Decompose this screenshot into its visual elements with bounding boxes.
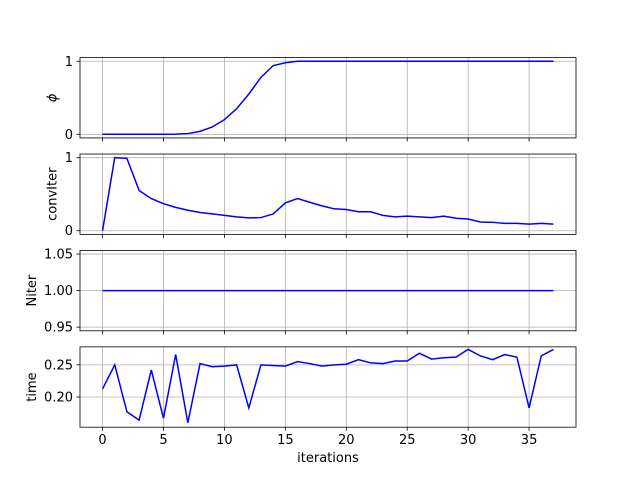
y-tick-label: 0.20 <box>44 390 73 405</box>
y-tick-label: 0.95 <box>44 321 73 336</box>
axes-frame <box>79 346 577 428</box>
y-tick-label: 0 <box>65 128 73 143</box>
axes-frame <box>79 153 577 235</box>
y-axis-label: convIter <box>46 167 61 221</box>
y-axis-label: ϕ <box>46 93 61 102</box>
x-tick-label: 35 <box>521 433 538 448</box>
y-tick-label: 1 <box>65 151 73 166</box>
x-tick-label: 5 <box>159 433 167 448</box>
subplot: 0.95 1.00 1.05 Niter <box>25 248 577 336</box>
subplot: 0 1 convIter <box>46 151 577 239</box>
x-tick-label: 15 <box>277 433 294 448</box>
x-tick-label: 30 <box>460 433 477 448</box>
data-line <box>101 348 554 423</box>
x-axis-label: iterations <box>297 451 359 466</box>
axes-frame <box>79 57 577 139</box>
x-tick-label: 0 <box>98 433 106 448</box>
x-tick-label: 20 <box>338 433 355 448</box>
subplot: 0 1 ϕ <box>46 55 577 143</box>
data-line <box>101 156 554 231</box>
x-tick-label: 10 <box>216 433 233 448</box>
y-tick-label: 1 <box>65 55 73 70</box>
y-axis-label: Niter <box>25 274 40 306</box>
x-tick-label: 25 <box>399 433 416 448</box>
y-axis-label: time <box>25 372 40 401</box>
y-tick-label: 0 <box>65 224 73 239</box>
y-tick-label: 0.25 <box>44 358 73 373</box>
axes-frame <box>79 250 577 332</box>
data-line <box>102 60 554 136</box>
subplot: 0 5 10 15 20 25 30 35 0.20 0.25 time iterations <box>25 346 577 466</box>
y-tick-label: 1.05 <box>44 248 73 263</box>
y-tick-label: 1.00 <box>44 284 73 299</box>
